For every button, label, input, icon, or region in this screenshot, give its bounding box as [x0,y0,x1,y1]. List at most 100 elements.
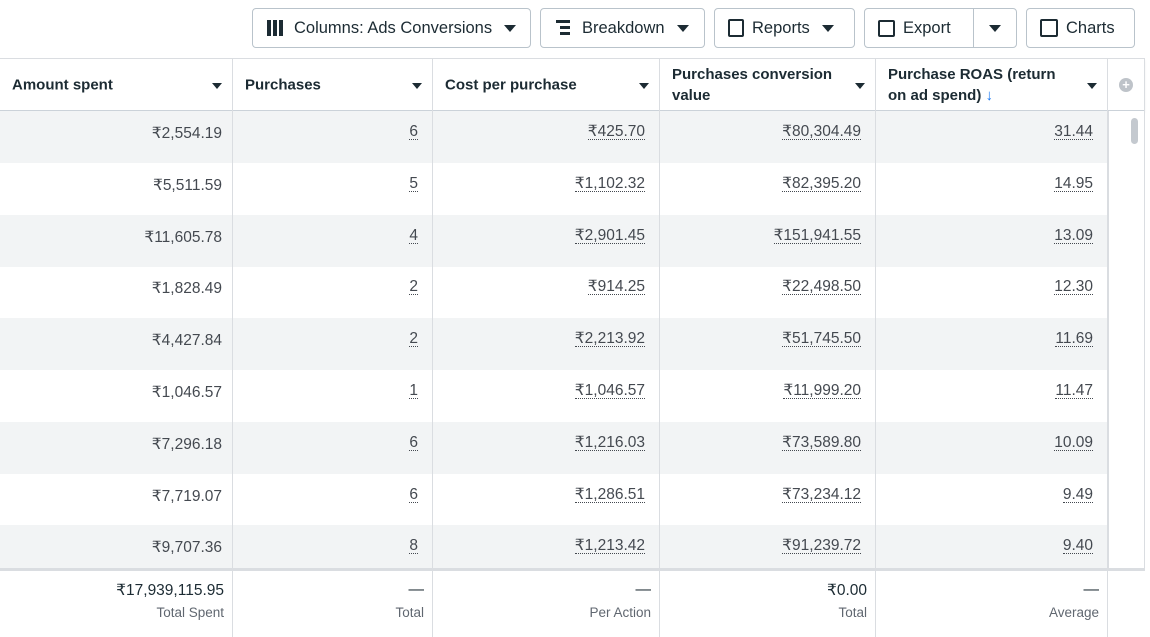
cell-value: ₹7,719.07 [151,487,222,505]
cell-value[interactable]: 11.47 [1055,382,1093,399]
table-row[interactable]: ₹5,511.59 5 ₹1,102.32 ₹82,395.20 14.95 [0,162,1108,215]
cell-value[interactable]: ₹80,304.49 [782,123,861,140]
scrollbar-track[interactable] [1108,111,1145,569]
charts-icon [1040,19,1058,37]
cell-value[interactable]: 1 [409,382,418,399]
cell-cost-per-purchase: ₹1,286.51 [433,473,660,526]
cell-value[interactable]: ₹11,999.20 [783,382,861,399]
cell-purchases: 2 [233,318,433,371]
column-header-roas[interactable]: Purchase ROAS (return on ad spend) ↓ [876,59,1108,111]
cell-value[interactable]: 11.69 [1055,330,1093,348]
breakdown-button[interactable]: Breakdown [540,8,705,48]
cell-value[interactable]: 4 [409,226,418,244]
cell-value[interactable]: ₹151,941.55 [773,226,861,244]
table-row[interactable]: ₹4,427.84 2 ₹2,213.92 ₹51,745.50 11.69 [0,318,1108,371]
column-header-label: Purchases conversion value [672,66,833,104]
cell-value[interactable]: 5 [409,174,418,192]
export-button[interactable]: Export [864,8,1017,48]
total-amount-spent: ₹17,939,115.95 Total Spent [0,571,233,637]
table-row[interactable]: ₹1,828.49 2 ₹914.25 ₹22,498.50 12.30 [0,266,1108,319]
cell-value[interactable]: 6 [409,433,418,451]
cell-value[interactable]: 9.40 [1062,537,1093,555]
cell-value[interactable]: ₹91,239.72 [782,537,861,555]
table-row[interactable]: ₹7,719.07 6 ₹1,286.51 ₹73,234.12 9.49 [0,473,1108,526]
total-label: Total Spent [156,605,224,620]
cell-value[interactable]: 8 [409,537,418,555]
cell-amount-spent: ₹7,296.18 [0,421,233,474]
cell-cost-per-purchase: ₹425.70 [433,111,660,163]
total-label: Total [838,605,867,620]
chevron-down-icon[interactable] [639,83,649,89]
cell-value[interactable]: 12.30 [1054,278,1093,296]
table-row[interactable]: ₹11,605.78 4 ₹2,901.45 ₹151,941.55 13.09 [0,214,1108,267]
cell-value[interactable]: 13.09 [1054,226,1093,244]
cell-value[interactable]: ₹51,745.50 [782,330,861,348]
cell-cost-per-purchase: ₹1,213.42 [433,525,660,578]
cell-value[interactable]: 6 [409,485,418,503]
columns-button[interactable]: Columns: Ads Conversions [252,8,531,48]
cell-value[interactable]: 31.44 [1054,123,1093,140]
cell-cost-per-purchase: ₹914.25 [433,266,660,319]
reports-button[interactable]: Reports [714,8,855,48]
cell-value[interactable]: 10.09 [1054,433,1093,451]
cell-value[interactable]: ₹1,213.42 [574,537,645,555]
cell-value: ₹11,605.78 [144,228,222,246]
cell-value[interactable]: ₹73,234.12 [782,485,861,503]
chevron-down-icon[interactable] [1087,83,1097,89]
cell-conversion-value: ₹11,999.20 [660,370,876,422]
chevron-down-icon[interactable] [855,83,865,89]
scrollbar-thumb[interactable] [1131,118,1138,144]
breakdown-label: Breakdown [582,18,665,37]
cell-cost-per-purchase: ₹2,901.45 [433,214,660,267]
cell-value[interactable]: 6 [409,123,418,140]
total-label: Total [395,605,424,620]
total-value: — [408,581,425,598]
cell-value[interactable]: ₹1,046.57 [574,382,645,399]
arrow-down-icon[interactable]: ↓ [985,87,994,104]
cell-cost-per-purchase: ₹1,046.57 [433,370,660,422]
cell-value[interactable]: 14.95 [1054,174,1093,192]
cell-purchases: 8 [233,525,433,578]
chevron-down-icon[interactable] [412,83,422,89]
cell-roas: 10.09 [876,421,1108,474]
column-header-purchases[interactable]: Purchases [233,59,433,111]
cell-value: ₹1,828.49 [151,280,222,298]
cell-value[interactable]: ₹1,286.51 [574,485,645,503]
cell-purchases: 2 [233,266,433,319]
chevron-down-icon[interactable] [212,83,222,89]
cell-value[interactable]: ₹1,216.03 [574,433,645,451]
add-column-icon[interactable]: + [1119,78,1133,92]
cell-value: ₹2,554.19 [151,125,222,142]
cell-value[interactable]: ₹73,589.80 [782,433,861,451]
column-header-amount-spent[interactable]: Amount spent [0,59,233,111]
cell-value[interactable]: 2 [409,330,418,348]
cell-value[interactable]: 9.49 [1062,485,1093,503]
table-row[interactable]: ₹1,046.57 1 ₹1,046.57 ₹11,999.20 11.47 [0,370,1108,422]
cell-roas: 14.95 [876,162,1108,215]
cell-roas: 9.40 [876,525,1108,578]
cell-value[interactable]: ₹2,901.45 [574,226,645,244]
export-icon [878,19,895,37]
export-label: Export [903,18,951,37]
charts-button[interactable]: Charts [1026,8,1135,48]
cell-value[interactable]: ₹425.70 [587,123,645,140]
cell-amount-spent: ₹1,828.49 [0,266,233,319]
table-row[interactable]: ₹2,554.19 6 ₹425.70 ₹80,304.49 31.44 [0,111,1108,163]
cell-value[interactable]: ₹1,102.32 [574,174,645,192]
export-dropdown-icon[interactable] [989,25,1001,32]
toolbar: Columns: Ads Conversions Breakdown Repor… [0,0,1150,58]
column-header-conversion-value[interactable]: Purchases conversion value [660,59,876,111]
total-value: ₹17,939,115.95 [116,582,224,599]
table-row[interactable]: ₹7,296.18 6 ₹1,216.03 ₹73,589.80 10.09 [0,421,1108,474]
column-header-cost-per-purchase[interactable]: Cost per purchase [433,59,660,111]
cell-value[interactable]: ₹2,213.92 [574,330,645,348]
cell-value[interactable]: ₹22,498.50 [782,278,861,296]
total-purchases: — Total [233,571,433,637]
cell-value[interactable]: ₹82,395.20 [782,174,861,192]
column-header-label: Purchase ROAS (return on ad spend) [888,66,1056,104]
cell-conversion-value: ₹73,589.80 [660,421,876,474]
cell-value[interactable]: ₹914.25 [587,278,645,296]
total-value: — [635,581,652,598]
cell-conversion-value: ₹22,498.50 [660,266,876,319]
cell-value[interactable]: 2 [409,278,418,296]
